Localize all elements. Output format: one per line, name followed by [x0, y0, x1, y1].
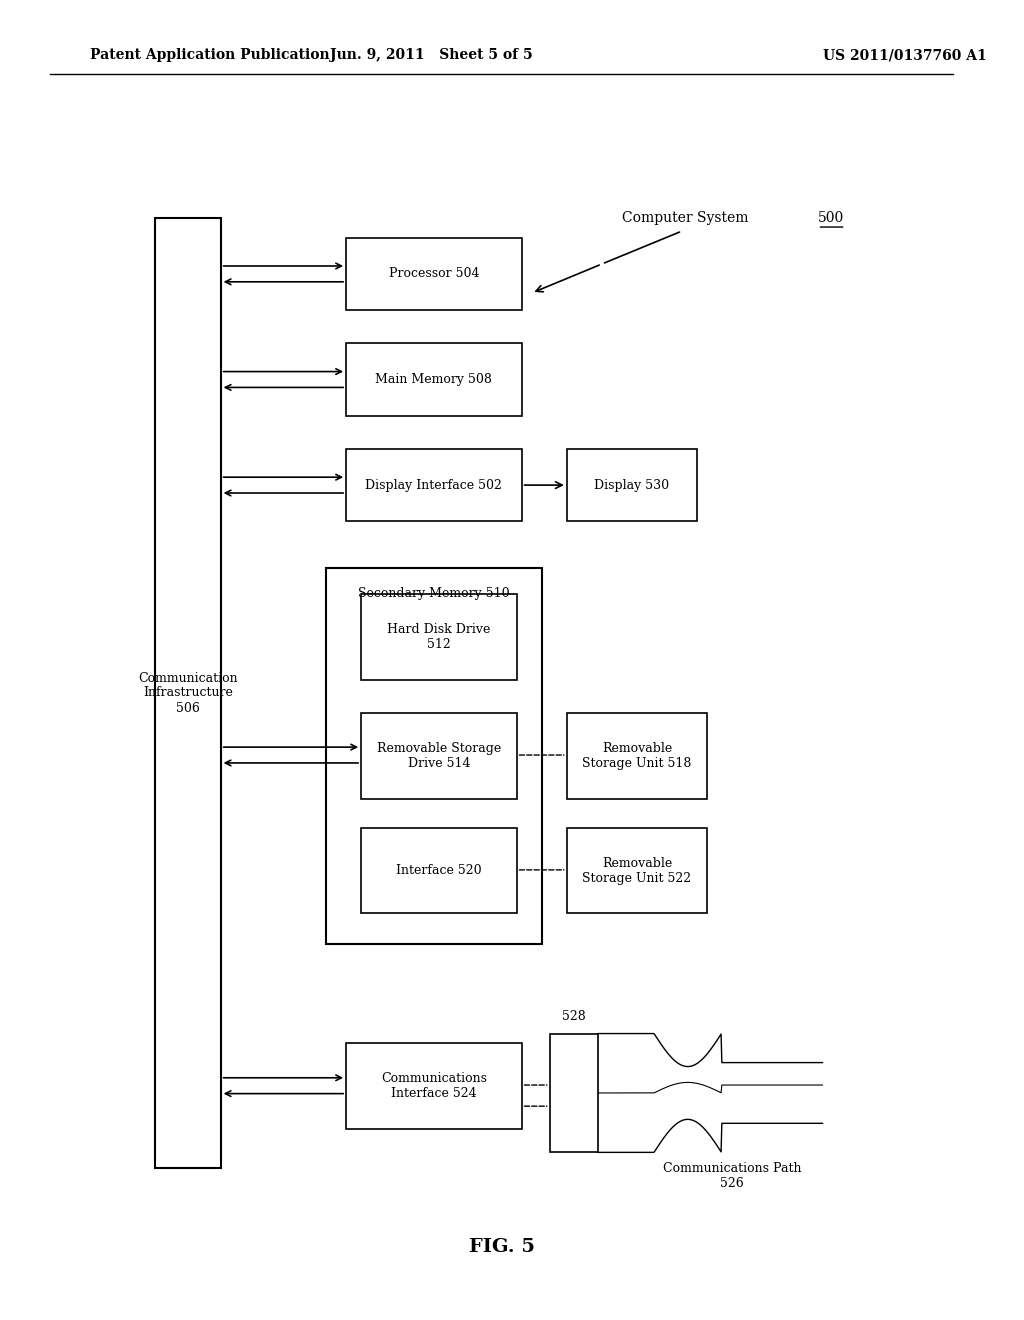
Text: Removable
Storage Unit 522: Removable Storage Unit 522 [583, 857, 691, 884]
FancyBboxPatch shape [550, 1034, 598, 1152]
FancyBboxPatch shape [566, 828, 708, 913]
FancyBboxPatch shape [346, 449, 521, 521]
FancyBboxPatch shape [361, 828, 516, 913]
Text: US 2011/0137760 A1: US 2011/0137760 A1 [822, 49, 986, 62]
Text: Processor 504: Processor 504 [388, 268, 479, 280]
Text: FIG. 5: FIG. 5 [469, 1238, 535, 1257]
FancyBboxPatch shape [346, 343, 521, 416]
FancyBboxPatch shape [346, 238, 521, 310]
Text: Patent Application Publication: Patent Application Publication [90, 49, 330, 62]
FancyBboxPatch shape [156, 218, 221, 1168]
FancyBboxPatch shape [346, 1043, 521, 1129]
Text: Display Interface 502: Display Interface 502 [366, 479, 503, 491]
FancyBboxPatch shape [326, 568, 542, 944]
Text: Jun. 9, 2011   Sheet 5 of 5: Jun. 9, 2011 Sheet 5 of 5 [330, 49, 532, 62]
Text: Removable Storage
Drive 514: Removable Storage Drive 514 [377, 742, 501, 770]
Text: Communications Path
526: Communications Path 526 [663, 1162, 802, 1189]
Text: Removable
Storage Unit 518: Removable Storage Unit 518 [583, 742, 691, 770]
Text: Hard Disk Drive
512: Hard Disk Drive 512 [387, 623, 490, 651]
Text: 528: 528 [562, 1010, 586, 1023]
Text: Interface 520: Interface 520 [396, 865, 481, 876]
Text: Computer System: Computer System [622, 211, 753, 224]
FancyBboxPatch shape [566, 713, 708, 799]
FancyBboxPatch shape [361, 713, 516, 799]
Text: Communications
Interface 524: Communications Interface 524 [381, 1072, 486, 1100]
Text: Display 530: Display 530 [594, 479, 670, 491]
FancyBboxPatch shape [361, 594, 516, 680]
Text: Communication
Infrastructure
506: Communication Infrastructure 506 [138, 672, 238, 714]
Text: Secondary Memory 510: Secondary Memory 510 [358, 587, 510, 601]
FancyBboxPatch shape [566, 449, 697, 521]
Text: 500: 500 [817, 211, 844, 224]
Text: Main Memory 508: Main Memory 508 [376, 374, 493, 385]
